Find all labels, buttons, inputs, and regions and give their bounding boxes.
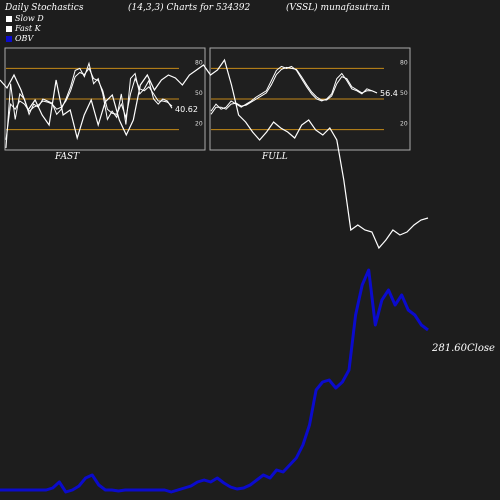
fast-fast-k-line: [5, 61, 173, 149]
legend-slow-d: Slow D: [6, 14, 44, 23]
obv-line: [0, 268, 429, 494]
full-tick-label: 20: [400, 121, 408, 128]
fast-tick-labels: 80 50 20: [195, 59, 203, 127]
full-tick-labels: 80 50 20: [400, 59, 408, 127]
full-fast-k-line: [210, 65, 378, 112]
fast-slow-d-line: [5, 67, 173, 140]
fast-level-lines: [6, 67, 179, 131]
fast-panel-title: FAST: [55, 152, 80, 162]
full-tick-label: 50: [400, 90, 408, 97]
fast-tick-label: 20: [195, 121, 203, 128]
chart-title: Daily Stochastics: [5, 3, 84, 13]
legend-fast-k: Fast K: [6, 24, 41, 33]
fast-last-value: 40.62: [175, 105, 198, 114]
chart-symbol: (VSSL) munafasutra.in: [286, 3, 390, 13]
fast-tick-label: 50: [195, 90, 203, 97]
close-price-line: [0, 58, 429, 250]
legend-swatch-obv: [6, 36, 12, 42]
full-panel-title: FULL: [262, 152, 288, 162]
legend-obv: OBV: [6, 34, 33, 43]
full-tick-label: 80: [400, 59, 408, 66]
legend-swatch-fast-k: [6, 26, 12, 32]
close-label: 281.60Close: [431, 343, 495, 354]
fast-tick-label: 80: [195, 59, 203, 66]
full-last-value: 56.4: [380, 89, 398, 98]
chart-params: (14,3,3) Charts for 534392: [128, 3, 251, 13]
full-level-lines: [211, 67, 384, 131]
legend-swatch-slow-d: [6, 16, 12, 22]
